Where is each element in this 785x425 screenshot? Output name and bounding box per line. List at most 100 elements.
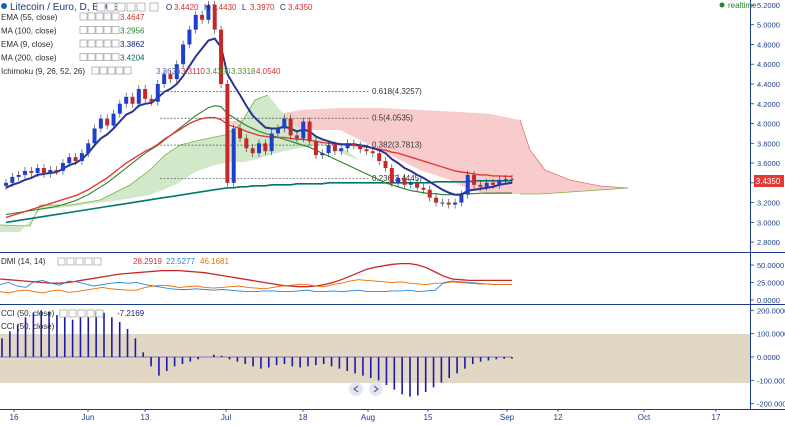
scroll-right-icon[interactable] [369,382,383,396]
cci-eye-button[interactable] [59,309,68,318]
candle [98,114,103,133]
indicator-legend: EMA (55, close) 3.4647 MA (100, close) 3.29… [1,12,281,76]
indicator-label: EMA (9, close) [1,40,53,49]
indicator-label: Ichimoku (9, 26, 52, 26) [1,67,85,76]
candle [275,124,280,138]
dmi-close-button[interactable] [84,257,93,266]
dmi-adx-line [0,262,512,288]
indicator-control-button[interactable] [103,26,112,34]
cci-close-button[interactable] [86,309,95,318]
indicator-control-button[interactable] [87,39,96,48]
indicator-control-button[interactable] [95,39,104,48]
indicator-control-button[interactable] [79,39,88,48]
add-button[interactable] [116,2,126,12]
candle [472,170,477,189]
cci-add-button[interactable] [77,309,86,318]
cci-label-1: CCI (50, close) [1,309,55,318]
time-tick-label: Oct [638,413,651,422]
indicator-control-button[interactable] [79,53,88,61]
price-tick-label: 4.2000 [757,100,780,109]
time-tick-label: 18 [299,413,308,422]
candle [415,178,420,192]
settings-button[interactable] [106,2,116,12]
indicator-control-button[interactable] [95,12,104,21]
candle [238,124,243,143]
realtime-icon [719,2,725,8]
fib-level[interactable]: 0.5(4.0535) [160,114,413,123]
indicator-control-button[interactable] [103,39,112,48]
scroll-control[interactable] [349,382,383,396]
indicator-label: EMA (55, close) [1,13,58,22]
time-tick-label: 15 [424,413,433,422]
ohlc-key: O [166,3,172,12]
candle [301,117,306,143]
dmi-panel[interactable] [0,252,750,304]
candle [48,166,53,178]
time-tick-label: 13 [141,413,150,422]
candle [155,80,160,106]
ohlc-value: 3.4430 [212,3,237,12]
pin-button[interactable] [149,2,159,12]
indicator-control-button[interactable] [95,26,104,34]
indicator-control-button[interactable] [111,26,120,34]
candle [339,144,344,156]
indicator-control-button[interactable] [87,53,96,61]
candle [440,198,445,207]
candle [41,164,46,178]
collapse-icon[interactable] [1,3,7,9]
eye-button[interactable] [96,2,106,12]
header-buttons[interactable] [96,2,159,12]
price-tick-label: 4.8000 [757,40,780,49]
candle [174,60,179,84]
indicator-control-button[interactable] [103,12,112,21]
indicator-control-button[interactable] [87,12,96,21]
dmi-settings-button[interactable] [66,257,75,266]
candle [244,134,249,153]
price-tick-label: 2.8000 [757,238,780,247]
indicator-control-button[interactable] [79,12,88,21]
indicator-control-button[interactable] [123,66,132,75]
indicator-label: MA (200, close) [1,54,57,63]
price-tick: 4.4000 [750,80,780,89]
candle [446,198,451,209]
close-button[interactable] [126,2,136,12]
dmi-add-button[interactable] [75,257,84,266]
indicator-control-button[interactable] [87,26,96,34]
cci-value: -7.2169 [117,309,145,318]
indicator-control-button[interactable] [95,53,104,61]
indicator-control-button[interactable] [103,53,112,61]
indicator-label: MA (100, close) [1,27,57,36]
candle [250,144,255,158]
indicator-control-button[interactable] [111,39,120,48]
indicator-control-button[interactable] [111,12,120,21]
dmi-eye-button[interactable] [57,257,66,266]
fib-level[interactable]: 0.618(4.3257) [160,87,422,96]
time-tick-label: Jun [82,413,95,422]
dmi-buttons[interactable] [57,257,102,266]
indicator-control-button[interactable] [99,66,108,75]
ichimoku-value: 3.3318 [231,67,256,76]
cci-settings-button[interactable] [68,309,77,318]
ohlc-key: L [242,3,247,12]
candle [10,172,15,187]
dmi-more-button[interactable] [93,257,102,266]
cci-more-button[interactable] [95,309,104,318]
fib-label: 0.5(4.0535) [372,114,413,123]
dmi-value-plus: 22.5277 [166,257,195,266]
indicator-control-button[interactable] [115,66,124,75]
cci-buttons[interactable] [59,309,104,318]
indicator-control-button[interactable] [107,66,116,75]
ohlc-key: C [280,3,286,12]
cci-label-2: CCI (50, close) [1,322,55,331]
cci-tick-label: 200.0000 [757,306,785,315]
candle [4,178,8,190]
more-button[interactable] [136,2,146,12]
dmi-value-minus: 46.1681 [200,257,229,266]
indicator-control-button[interactable] [91,66,100,75]
kijun-span-line [519,119,629,189]
ohlc-key: H [204,3,210,12]
scroll-left-icon[interactable] [349,382,363,396]
indicator-control-button[interactable] [79,26,88,34]
indicator-control-button[interactable] [111,53,120,61]
